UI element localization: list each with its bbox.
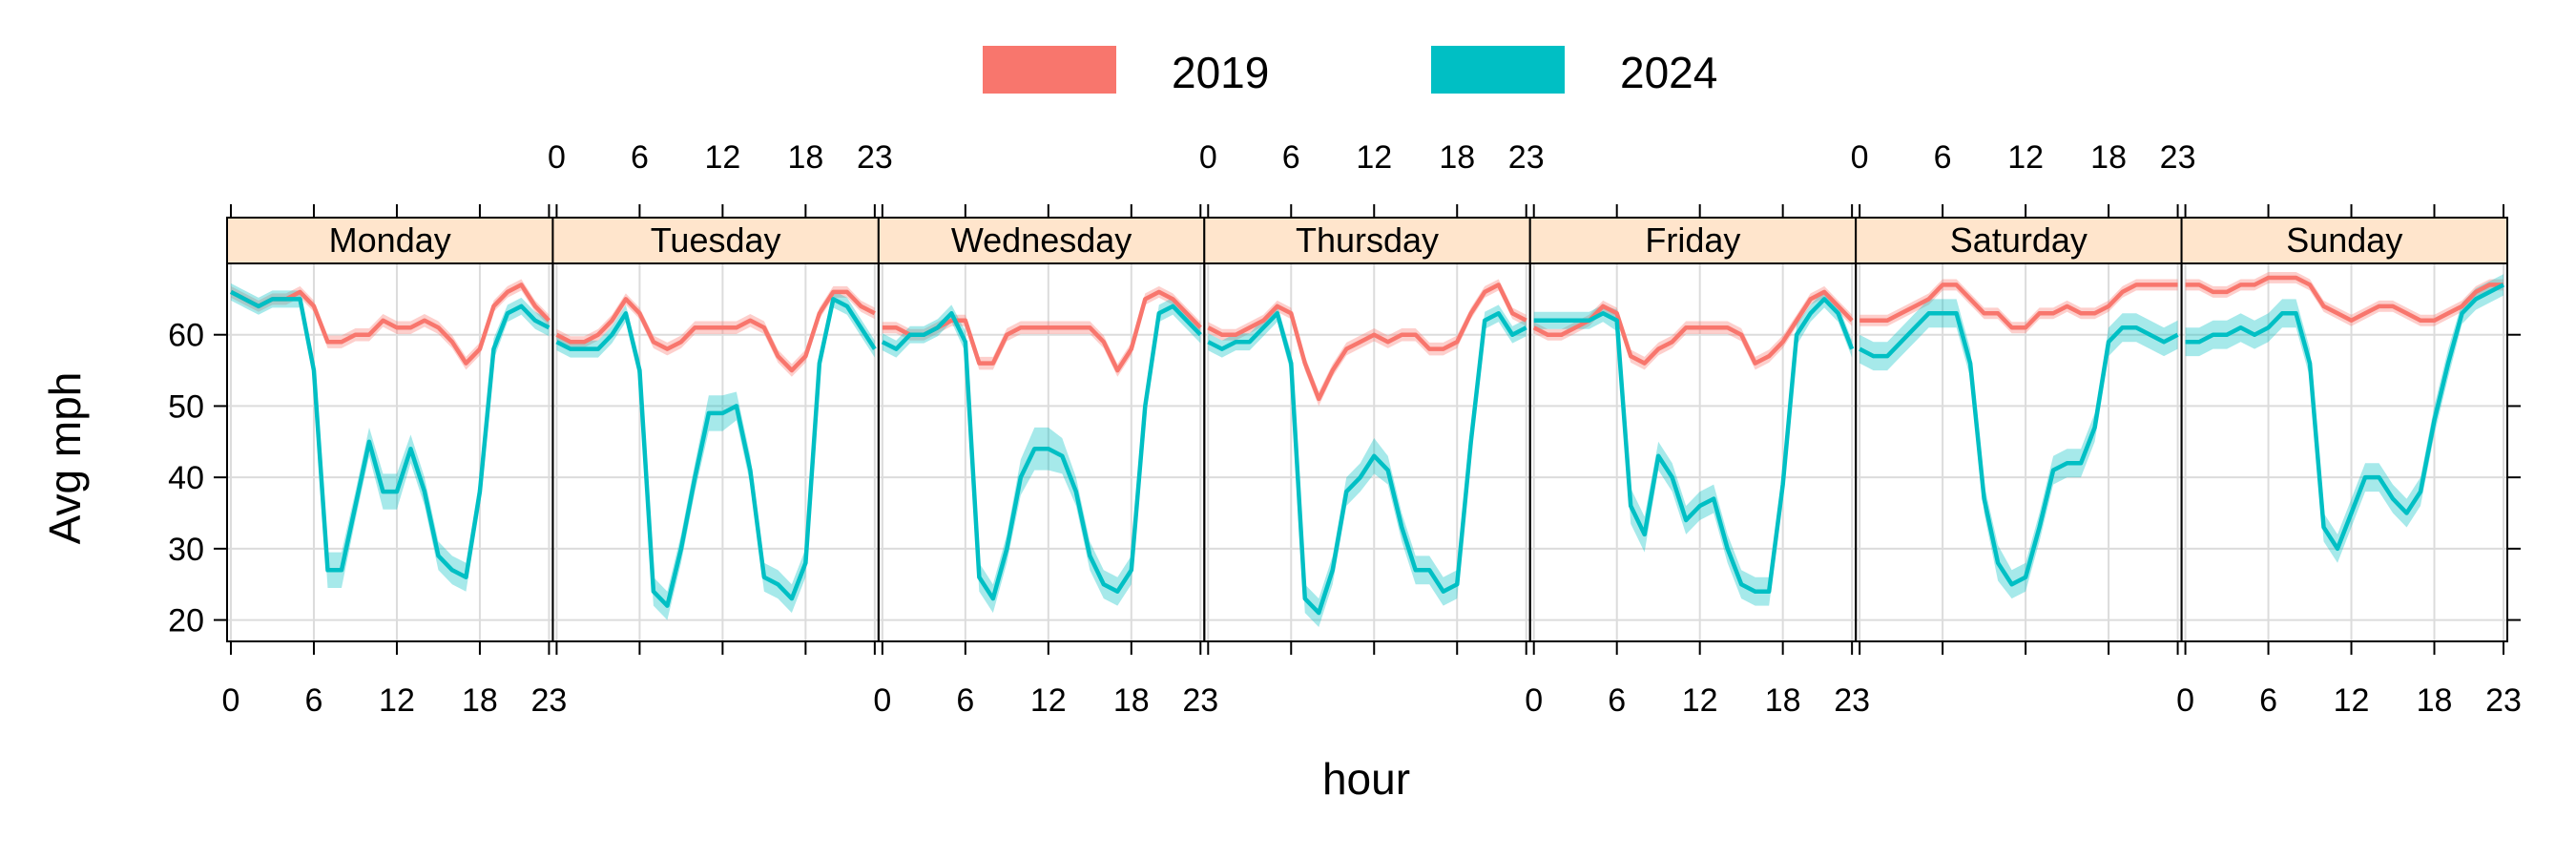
x-tick-label-monday-0: 0 [222,682,240,719]
x-tick-label-thursday-6: 6 [1282,139,1300,176]
panel-sunday: Sunday [2180,217,2509,641]
panel-tuesday: Tuesday [551,217,880,641]
series-line-wednesday-2024 [881,304,1202,601]
panel-frame-sunday [2180,262,2509,642]
series-line-saturday-2019 [1859,283,2178,330]
series-line-saturday-2024 [1859,311,2179,587]
x-tick-label-monday-23: 23 [531,682,568,719]
legend-swatch-2019 [983,46,1116,94]
legend-label-2019: 2019 [1172,48,1269,97]
x-tick-label-thursday-23: 23 [1508,139,1545,176]
series-line-monday-2024 [229,289,551,580]
x-tick-label-saturday-6: 6 [1934,139,1952,176]
strip-label-thursday: Thursday [1296,220,1439,260]
series-line-thursday-2024 [1207,311,1527,616]
x-tick-label-sunday-12: 12 [2334,682,2370,719]
x-tick-label-wednesday-23: 23 [1182,682,1218,719]
panels: Monday Tuesday Wednesday Thursday Friday Satu… [226,217,2509,641]
x-tick-label-saturday-18: 18 [2090,139,2127,176]
y-tick-label-50: 50 [168,388,204,425]
x-tick-label-tuesday-0: 0 [548,139,566,176]
strip-thursday [1203,217,1531,264]
x-tick-label-saturday-23: 23 [2160,139,2196,176]
strip-label-tuesday: Tuesday [651,220,781,260]
x-tick-label-wednesday-12: 12 [1030,682,1067,719]
x-tick-label-tuesday-18: 18 [787,139,823,176]
series-line-tuesday-2024 [555,297,877,608]
band-friday-2024 [1533,290,1853,606]
grid-saturday [1856,263,2182,641]
y-tick-label-40: 40 [168,460,204,496]
x-tick-label-tuesday-6: 6 [631,139,649,176]
x-tick-label-thursday-0: 0 [1199,139,1217,176]
x-tick-label-friday-6: 6 [1608,682,1626,719]
legend-swatch-2024 [1431,46,1565,94]
x-tick-label-friday-23: 23 [1834,682,1870,719]
x-tick-label-sunday-0: 0 [2176,682,2194,719]
series-line-friday-2024 [1533,297,1855,594]
x-tick-label-monday-18: 18 [462,682,498,719]
y-tick-label-20: 20 [168,603,204,639]
x-tick-label-sunday-18: 18 [2417,682,2453,719]
x-tick-label-tuesday-12: 12 [704,139,740,176]
strip-wednesday [877,217,1206,264]
panel-thursday: Thursday [1203,217,1531,641]
x-tick-label-wednesday-18: 18 [1113,682,1150,719]
x-tick-label-friday-18: 18 [1765,682,1801,719]
x-tick-label-saturday-12: 12 [2007,139,2044,176]
strip-label-wednesday: Wednesday [951,220,1132,260]
panel-frames [226,262,2509,642]
y-tick-label-60: 60 [168,318,204,354]
grid-sunday [2181,263,2507,641]
band-saturday-2019 [1859,279,2178,334]
series-line-thursday-2019 [1207,283,1527,402]
series-line-sunday-2019 [2185,275,2503,324]
panel-saturday: Saturday [1855,217,2183,641]
band-wednesday-2024 [882,297,1201,614]
grid-tuesday [552,263,879,641]
axes: 0 6 12 18 23 0 6 12 18 23 0 6 12 18 23 0 6 12 18 23 0 6 12 18 23… [168,139,2522,719]
x-tick-label-monday-6: 6 [305,682,323,719]
strip-label-saturday: Saturday [1950,220,2088,260]
x-tick-label-wednesday-0: 0 [873,682,891,719]
x-tick-label-friday-0: 0 [1525,682,1543,719]
panel-friday: Friday [1528,217,1858,641]
x-tick-label-thursday-12: 12 [1356,139,1392,176]
panel-monday: Monday [226,217,554,641]
strip-label-sunday: Sunday [2286,220,2402,260]
band-saturday-2024 [1859,299,2178,599]
legend: 2019 2024 [983,46,1717,97]
x-tick-label-thursday-18: 18 [1439,139,1475,176]
series-line-tuesday-2019 [555,289,876,373]
x-tick-label-sunday-23: 23 [2485,682,2522,719]
legend-label-2024: 2024 [1620,48,1717,97]
panel-wednesday: Wednesday [877,217,1206,641]
x-tick-label-saturday-0: 0 [1851,139,1869,176]
y-tick-label-30: 30 [168,532,204,568]
x-tick-label-wednesday-6: 6 [956,682,974,719]
grid-monday [227,263,553,641]
x-tick-label-tuesday-23: 23 [857,139,893,176]
strip-saturday [1855,217,2183,264]
x-tick-label-friday-12: 12 [1682,682,1718,719]
band-wednesday-2019 [882,285,1201,377]
y-axis-title: Avg mph [40,372,90,545]
series-line-sunday-2024 [2185,283,2505,552]
grid-thursday [1204,263,1530,641]
strip-monday [226,217,554,264]
strip-label-friday: Friday [1645,220,1740,260]
x-tick-label-monday-12: 12 [379,682,415,719]
x-tick-label-sunday-6: 6 [2259,682,2277,719]
strip-label-monday: Monday [329,220,451,260]
x-axis-title: hour [1322,754,1410,804]
